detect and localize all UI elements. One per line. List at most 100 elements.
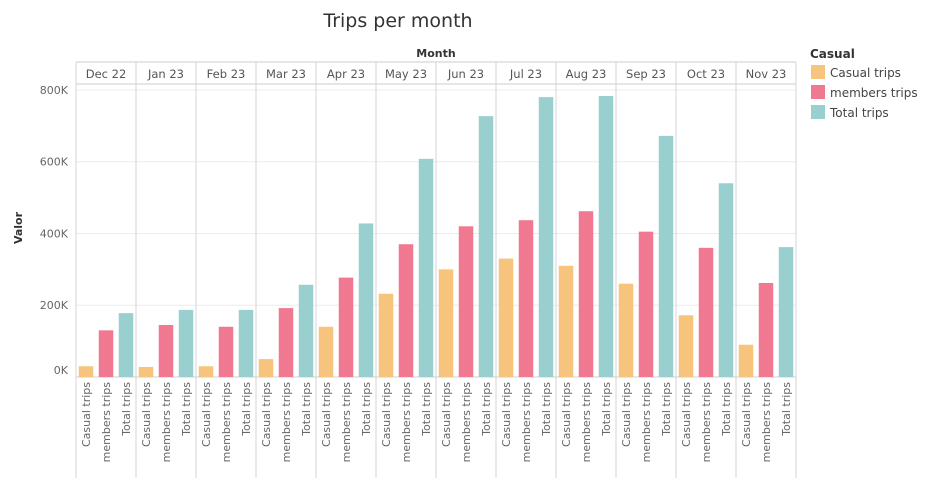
- bar: [438, 269, 454, 377]
- bar: [138, 366, 154, 377]
- x-tick-label: Total trips: [120, 382, 133, 437]
- legend-label-total: Total trips: [829, 106, 889, 120]
- legend-label-casual: Casual trips: [830, 66, 901, 80]
- legend-swatch-total: [811, 105, 825, 119]
- y-tick-label: 200K: [40, 299, 69, 312]
- month-header-label: Jul 23: [509, 67, 542, 81]
- chart-title: Trips per month: [322, 10, 472, 32]
- bar: [718, 183, 734, 377]
- month-header-label: Feb 23: [207, 67, 246, 81]
- bar: [598, 96, 614, 378]
- bar: [258, 359, 274, 377]
- x-tick-label: Casual trips: [680, 382, 693, 447]
- bar: [358, 223, 374, 377]
- x-tick-label: Total trips: [180, 382, 193, 437]
- x-tick-label: Casual trips: [500, 382, 513, 447]
- month-header-label: May 23: [385, 67, 427, 81]
- x-tick-label: Total trips: [780, 382, 793, 437]
- x-tick-label: members trips: [520, 382, 533, 463]
- x-tick-label: Total trips: [660, 382, 673, 437]
- bar: [158, 324, 174, 377]
- x-tick-label: Total trips: [600, 382, 613, 437]
- bar: [638, 231, 654, 377]
- x-tick-label: Total trips: [420, 382, 433, 437]
- y-axis-label: Valor: [12, 211, 25, 244]
- legend-item-total[interactable]: Total trips: [811, 105, 889, 120]
- bar: [658, 135, 674, 377]
- bar: [238, 309, 254, 377]
- x-tick-label: Total trips: [300, 382, 313, 437]
- x-tick-label: members trips: [220, 382, 233, 463]
- x-tick-label: Casual trips: [80, 382, 93, 447]
- legend-item-casual[interactable]: Casual trips: [811, 65, 901, 80]
- column-header: Month: [416, 47, 455, 60]
- legend-label-members: members trips: [830, 86, 918, 100]
- legend-title: Casual: [810, 47, 855, 61]
- legend-swatch-casual: [811, 65, 825, 79]
- x-tick-label: Casual trips: [320, 382, 333, 447]
- x-tick-label: Casual trips: [200, 382, 213, 447]
- bar: [338, 277, 354, 377]
- month-header-label: Apr 23: [327, 67, 365, 81]
- bar: [118, 313, 134, 377]
- y-tick-label: 800K: [40, 84, 69, 97]
- x-tick-label: Total trips: [360, 382, 373, 437]
- bar: [698, 247, 714, 377]
- x-tick-label: Casual trips: [260, 382, 273, 447]
- legend-item-members[interactable]: members trips: [811, 85, 918, 100]
- y-tick-label: 600K: [40, 156, 69, 169]
- x-tick-label: Casual trips: [380, 382, 393, 447]
- legend: Casual Casual trips members trips Total …: [810, 47, 918, 120]
- x-tick-label: members trips: [400, 382, 413, 463]
- month-header-label: Jun 23: [447, 67, 484, 81]
- bar: [578, 211, 594, 377]
- bar: [538, 97, 554, 377]
- plot-area: 0K 200K 400K 600K 800K Dec 22 Casual trips memb…: [40, 61, 797, 478]
- month-header-label: Nov 23: [746, 67, 787, 81]
- bar: [78, 366, 94, 377]
- bar: [758, 282, 774, 377]
- bar: [198, 366, 214, 377]
- bar: [98, 330, 114, 377]
- x-tick-label: members trips: [580, 382, 593, 463]
- x-tick-label: members trips: [700, 382, 713, 463]
- bar: [558, 265, 574, 377]
- x-tick-label: members trips: [340, 382, 353, 463]
- x-tick-label: Casual trips: [620, 382, 633, 447]
- bar: [778, 247, 794, 377]
- month-header-label: Mar 23: [266, 67, 306, 81]
- x-tick-label: members trips: [100, 382, 113, 463]
- x-tick-label: members trips: [760, 382, 773, 463]
- bar: [418, 158, 434, 377]
- x-tick-label: Total trips: [240, 382, 253, 437]
- legend-swatch-members: [811, 85, 825, 99]
- x-tick-label: Casual trips: [440, 382, 453, 447]
- bar: [518, 220, 534, 377]
- bar: [498, 258, 514, 377]
- x-tick-label: Total trips: [720, 382, 733, 437]
- bar: [478, 116, 494, 378]
- x-tick-label: Casual trips: [140, 382, 153, 447]
- x-tick-label: members trips: [280, 382, 293, 463]
- month-header-label: Jan 23: [147, 67, 184, 81]
- bar: [218, 326, 234, 377]
- bar: [398, 244, 414, 377]
- x-tick-label: members trips: [160, 382, 173, 463]
- x-tick-label: Total trips: [540, 382, 553, 437]
- y-tick-label: 400K: [40, 227, 69, 240]
- x-tick-label: members trips: [460, 382, 473, 463]
- month-header-label: Oct 23: [687, 67, 725, 81]
- x-tick-label: Casual trips: [740, 382, 753, 447]
- bar: [458, 226, 474, 377]
- bar: [618, 283, 634, 377]
- bar: [298, 284, 314, 377]
- x-tick-label: Casual trips: [560, 382, 573, 447]
- month-header-label: Aug 23: [566, 67, 607, 81]
- bar: [318, 326, 334, 377]
- x-tick-label: members trips: [640, 382, 653, 463]
- month-header-label: Dec 22: [86, 67, 127, 81]
- y-tick-label: 0K: [54, 364, 69, 377]
- x-tick-label: Total trips: [480, 382, 493, 437]
